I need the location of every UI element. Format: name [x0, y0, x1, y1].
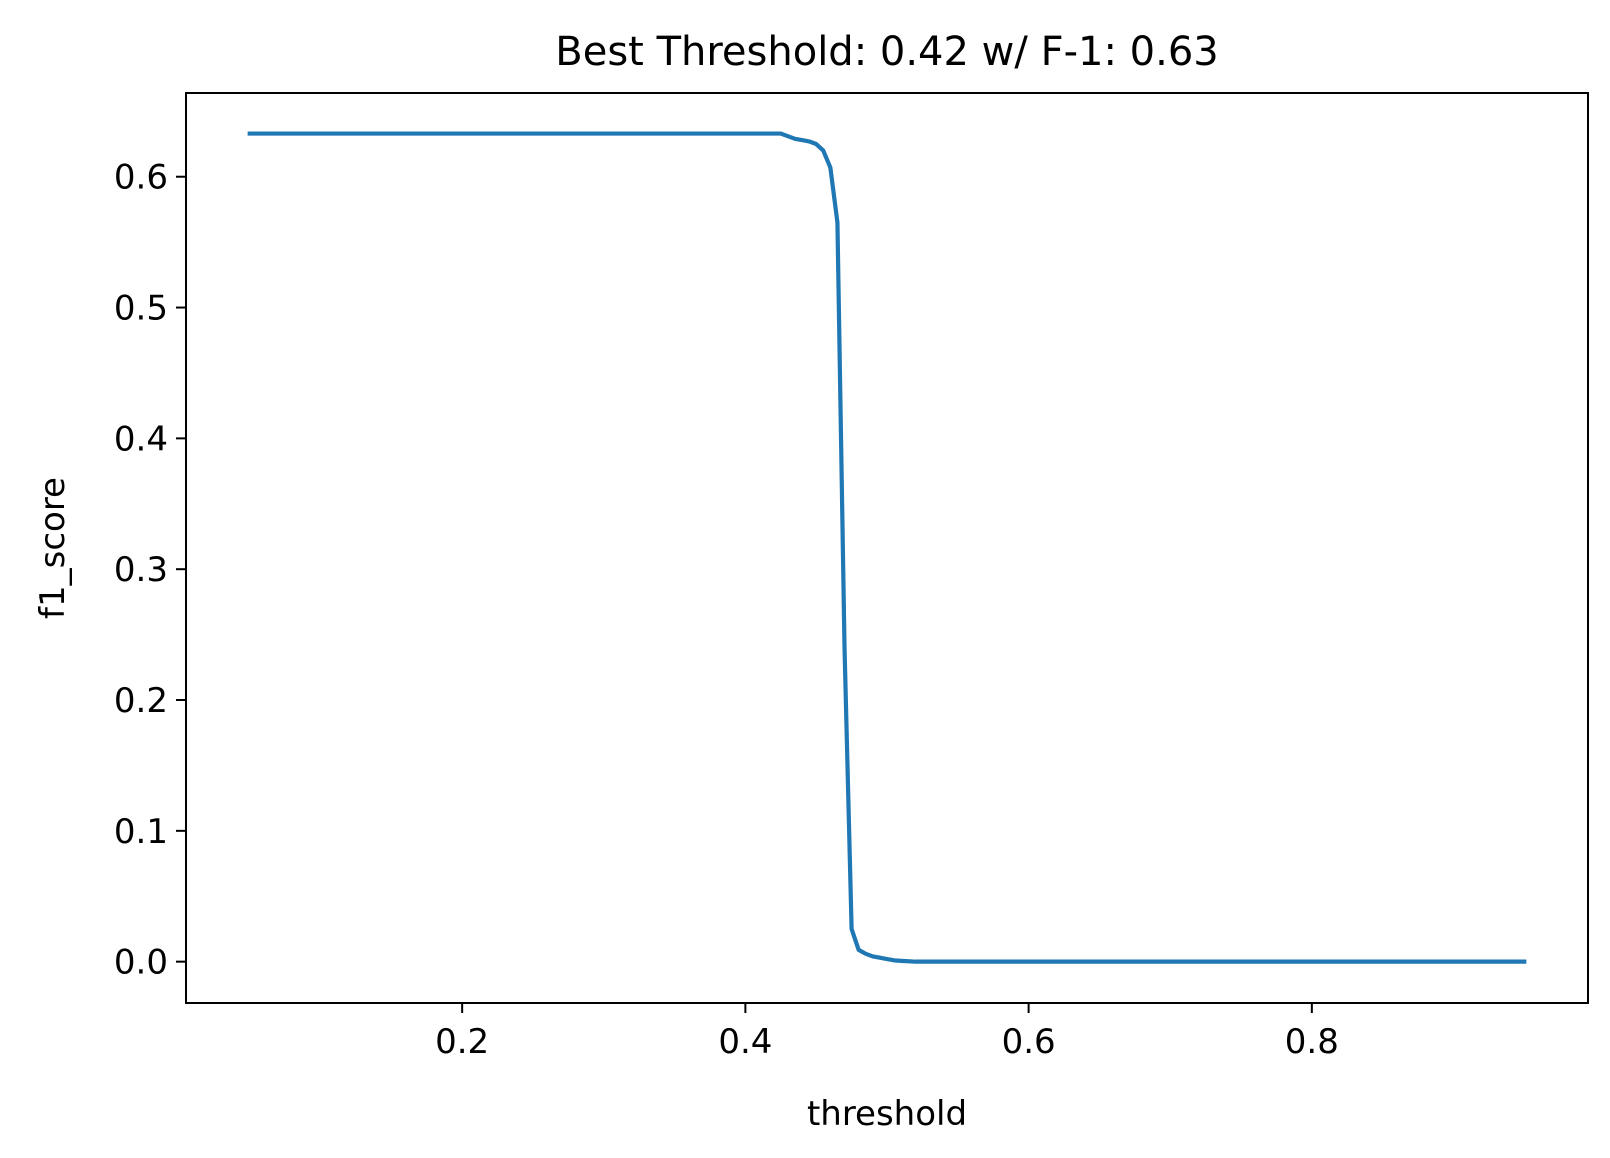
plot-area: [186, 93, 1588, 1003]
y-axis: 0.0 0.1 0.2 0.3 0.4 0.5 0.6: [114, 158, 186, 983]
x-tick-label: 0.6: [1002, 1022, 1056, 1062]
y-tick-label: 0.4: [114, 419, 168, 459]
series-layer: [247, 131, 1527, 964]
y-tick-label: 0.0: [114, 943, 168, 983]
y-tick-label: 0.1: [114, 812, 168, 852]
x-tick-label: 0.2: [435, 1022, 489, 1062]
chart-title: Best Threshold: 0.42 w/ F-1: 0.63: [555, 29, 1218, 75]
y-axis-label: f1_score: [33, 477, 73, 619]
plot-frame: [185, 92, 1589, 1004]
y-tick-label: 0.6: [114, 158, 168, 198]
x-axis: 0.2 0.4 0.6 0.8: [435, 1003, 1339, 1062]
series-line-0: [247, 131, 1527, 964]
x-tick-label: 0.4: [718, 1022, 772, 1062]
x-axis-label: threshold: [807, 1094, 967, 1134]
x-tick-label: 0.8: [1285, 1022, 1339, 1062]
y-tick-label: 0.5: [114, 289, 168, 329]
y-tick-label: 0.3: [114, 550, 168, 590]
y-tick-label: 0.2: [114, 681, 168, 721]
